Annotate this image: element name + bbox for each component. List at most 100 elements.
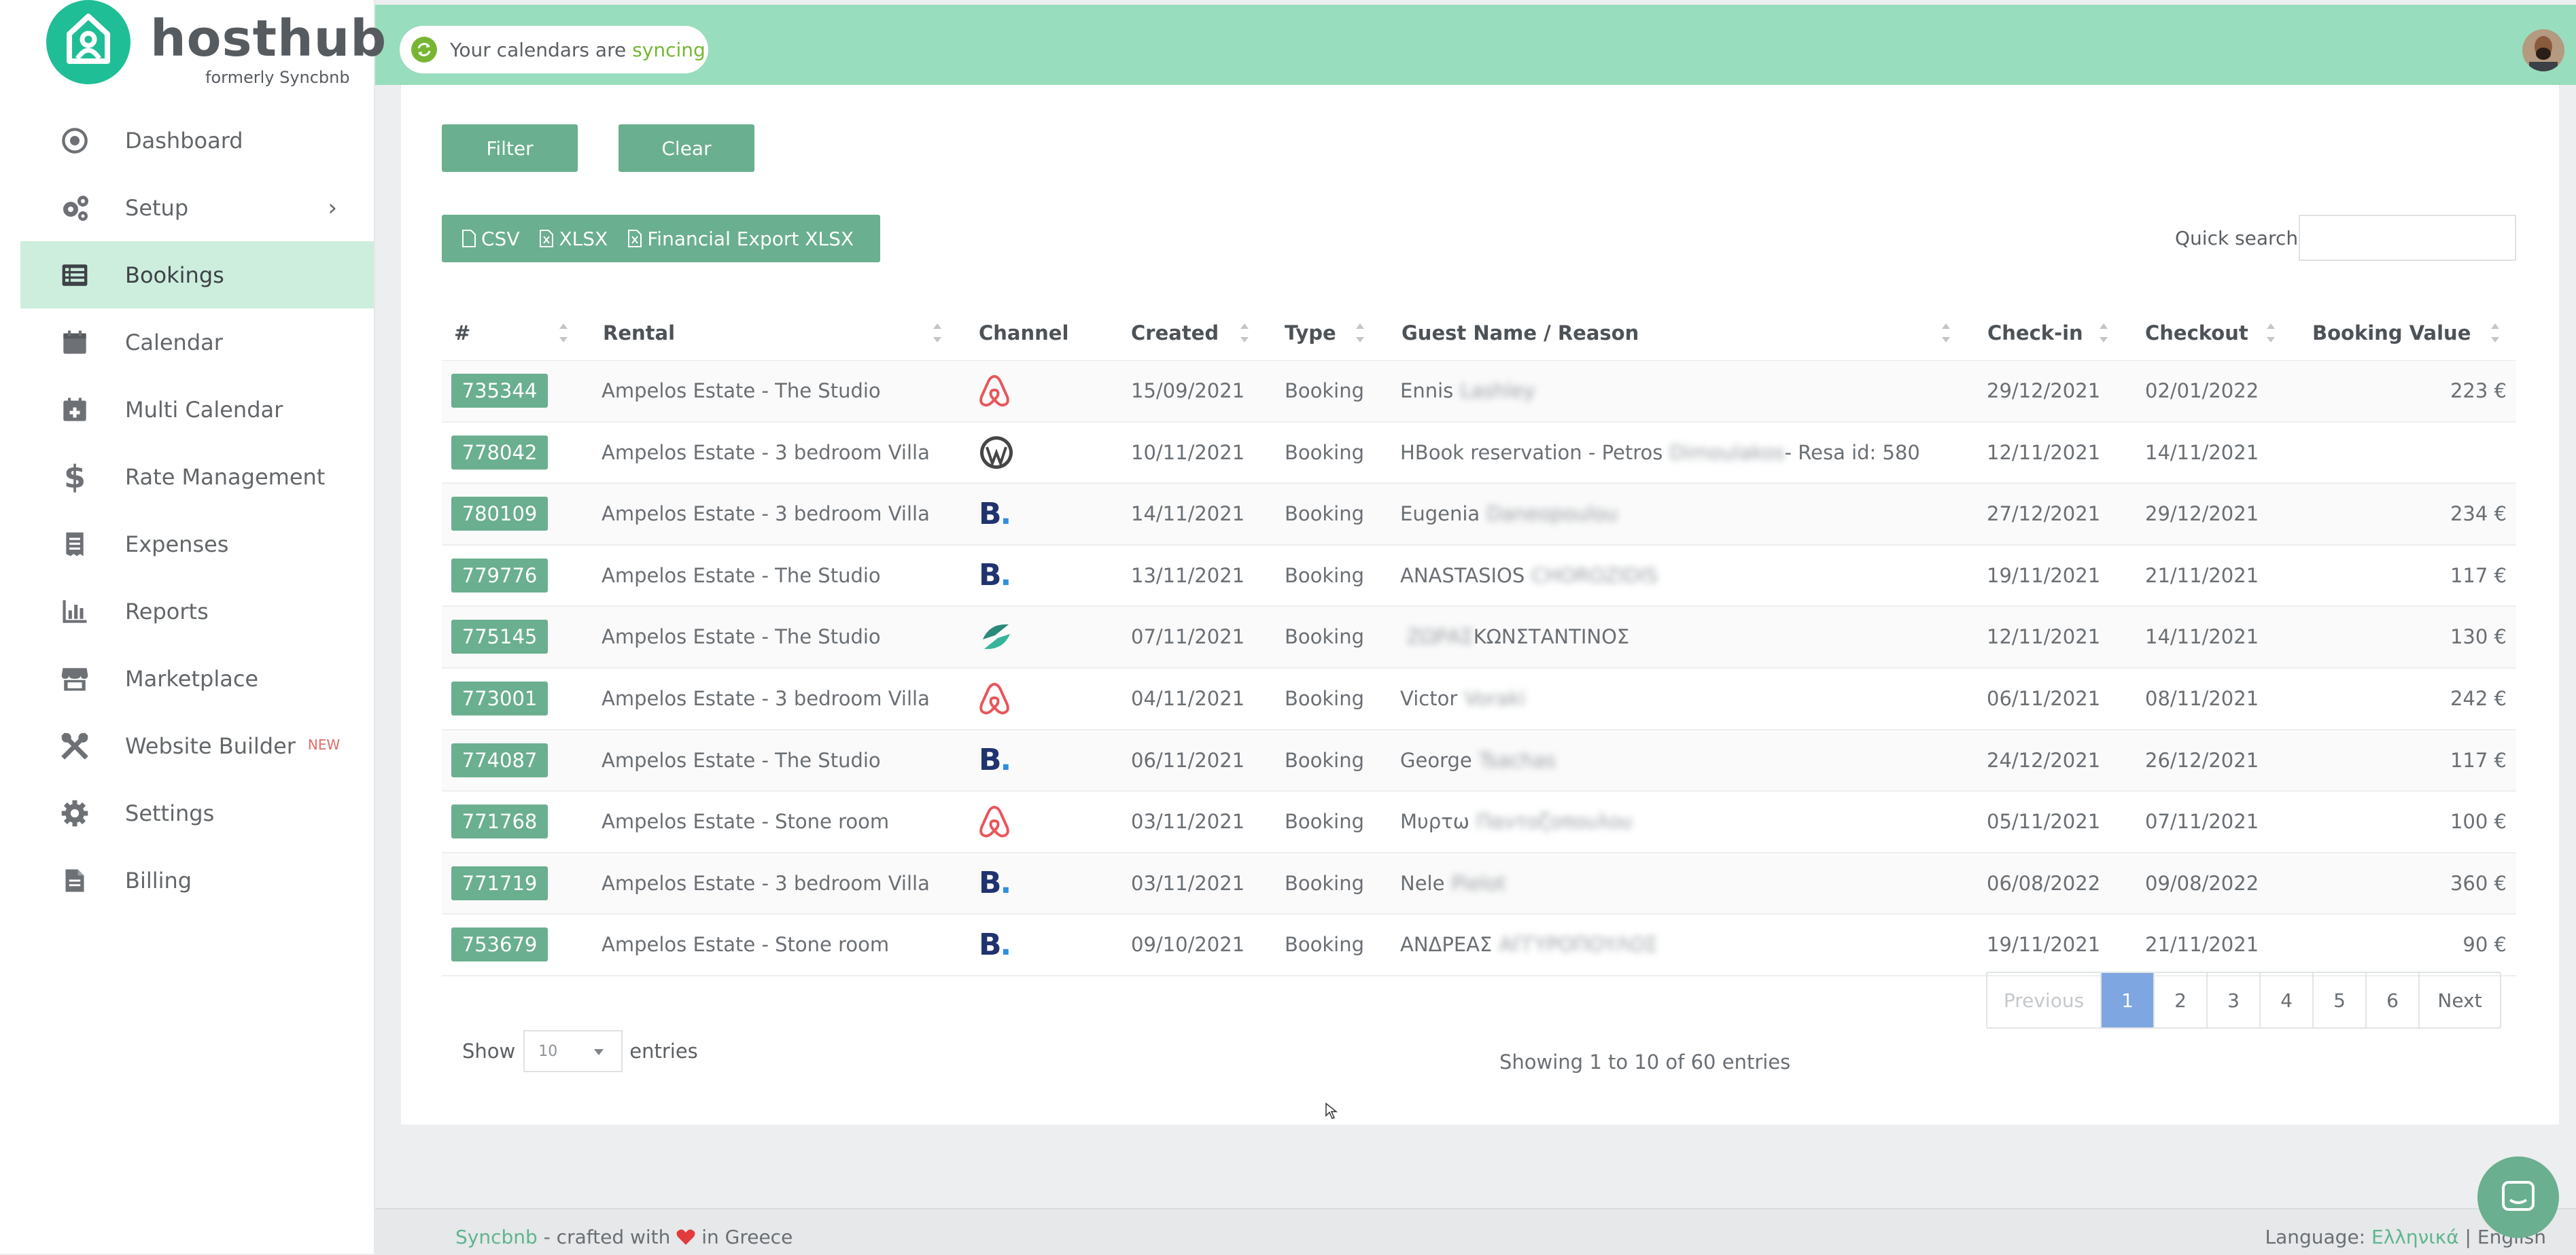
sidebar-item-settings[interactable]: Settings (20, 779, 374, 847)
store-icon (58, 662, 91, 695)
guest-suffix: ΚΩΝΣΤΑΝΤΙΝΟΣ (1473, 625, 1630, 649)
sidebar-item-multi-calendar[interactable]: Multi Calendar (20, 376, 374, 443)
column-header-checkout[interactable]: Checkout (2145, 321, 2248, 344)
table-row[interactable]: 753679 Ampelos Estate - Stone room B. 09/10… (442, 915, 2516, 976)
page-size-select[interactable]: 10 (523, 1030, 623, 1072)
pagination-next[interactable]: Next (2437, 989, 2482, 1012)
page-size-value: 10 (538, 1042, 558, 1060)
filter-button[interactable]: Filter (442, 124, 578, 172)
guest-suffix: - Resa id: 580 (1784, 440, 1920, 464)
table-row[interactable]: 779776 Ampelos Estate - The Studio B. 13/11… (442, 546, 2516, 607)
column-header-id[interactable]: # (454, 321, 471, 344)
caret-down-icon (594, 1049, 604, 1055)
cogs-icon (58, 192, 91, 224)
booking-id-badge[interactable]: 773001 (451, 681, 548, 715)
language-separator: | (2458, 1226, 2477, 1248)
pagination-page-2[interactable]: 2 (2155, 973, 2208, 1027)
language-greek-link[interactable]: Ελληνικά (2371, 1226, 2459, 1248)
sort-icon[interactable] (557, 319, 570, 347)
column-header-rental[interactable]: Rental (603, 321, 676, 344)
sync-text: Your calendars are (450, 38, 627, 61)
user-avatar[interactable] (2522, 29, 2564, 71)
pagination-page-3[interactable]: 3 (2208, 973, 2261, 1027)
sync-icon (411, 37, 437, 63)
financial-export-button[interactable]: Financial Export XLSX (628, 228, 854, 250)
pagination-previous[interactable]: Previous (1987, 973, 2102, 1027)
booking-value-cell: 117 € (2450, 748, 2507, 772)
sort-icon[interactable] (2098, 319, 2110, 347)
table-row[interactable]: 774087 Ampelos Estate - The Studio B. 06/11… (442, 730, 2516, 792)
column-header-checkin[interactable]: Check-in (1987, 321, 2083, 344)
pagination-page-6[interactable]: 6 (2367, 973, 2420, 1027)
sort-icon[interactable] (2489, 319, 2501, 347)
sidebar-item-label: Calendar (125, 329, 223, 355)
column-header-guest[interactable]: Guest Name / Reason (1402, 321, 1639, 344)
booking-id-badge[interactable]: 778042 (451, 435, 548, 470)
column-header-type[interactable]: Type (1285, 321, 1336, 344)
sidebar-item-expenses[interactable]: Expenses (20, 510, 374, 578)
sidebar-item-label: Expenses (125, 531, 229, 557)
column-header-booking-value[interactable]: Booking Value (2312, 321, 2471, 344)
sort-icon[interactable] (931, 319, 943, 347)
table-row[interactable]: 771768 Ampelos Estate - Stone room 03/11/2… (442, 792, 2516, 853)
xlsx-export-button[interactable]: XLSX (540, 228, 608, 250)
xlsx-label: XLSX (559, 227, 608, 250)
sidebar-item-bookings[interactable]: Bookings (20, 241, 374, 308)
checkin-cell: 12/11/2021 (1987, 440, 2101, 464)
dollar-icon: $ (63, 458, 86, 495)
booking-id-badge[interactable]: 779776 (451, 558, 548, 593)
export-toolbar: CSV XLSX Financial Export XLSX (442, 215, 880, 262)
sidebar-item-billing[interactable]: Billing (20, 847, 374, 914)
rental-cell: Ampelos Estate - Stone room (602, 933, 890, 957)
csv-export-button[interactable]: CSV (462, 228, 519, 250)
booking-id-cell: 778042 (451, 423, 548, 482)
table-row[interactable]: 778042 Ampelos Estate - 3 bedroom Villa 10… (442, 423, 2516, 484)
created-cell: 07/11/2021 (1131, 625, 1245, 649)
pagination-page-5[interactable]: 5 (2314, 973, 2367, 1027)
wordpress-icon (979, 423, 1014, 482)
booking-id-badge[interactable]: 774087 (451, 743, 548, 777)
chat-launcher-button[interactable] (2477, 1156, 2559, 1238)
sidebar-item-dashboard[interactable]: Dashboard (20, 107, 374, 174)
rental-cell: Ampelos Estate - The Studio (602, 563, 881, 587)
created-cell: 03/11/2021 (1131, 810, 1245, 834)
sidebar-item-website-builder[interactable]: Website Builder NEW (20, 712, 374, 779)
guest-name-hidden: ΖΩΡΑΣ (1407, 625, 1474, 649)
column-header-created[interactable]: Created (1131, 321, 1219, 344)
sort-icon[interactable] (1238, 319, 1251, 347)
table-row[interactable]: 775145 Ampelos Estate - The Studio 07/11/2… (442, 607, 2516, 669)
booking-id-badge[interactable]: 771768 (451, 805, 548, 839)
booking-id-badge[interactable]: 753679 (451, 927, 548, 962)
booking-id-badge[interactable]: 735344 (451, 374, 548, 408)
sidebar-item-calendar[interactable]: Calendar (20, 308, 374, 376)
sidebar-item-reports[interactable]: Reports (20, 578, 374, 645)
table-row[interactable]: 771719 Ampelos Estate - 3 bedroom Villa B.… (442, 853, 2516, 915)
brand-logo[interactable]: hosthub formerly Syncbnb (19, 0, 386, 92)
booking-id-badge[interactable]: 771719 (451, 866, 548, 900)
sort-icon[interactable] (1940, 319, 1952, 347)
booking-id-badge[interactable]: 775145 (451, 620, 548, 654)
type-cell: Booking (1285, 871, 1365, 895)
table-row[interactable]: 780109 Ampelos Estate - 3 bedroom Villa B.… (442, 484, 2516, 546)
sync-status-pill[interactable]: Your calendars are syncing (400, 26, 708, 73)
sort-icon[interactable] (2265, 319, 2277, 347)
sidebar-item-rate-management[interactable]: $ Rate Management (20, 443, 374, 510)
pagination-page-1[interactable]: 1 (2102, 973, 2155, 1027)
sidebar-item-label: Rate Management (125, 463, 326, 490)
footer-brand-link[interactable]: Syncbnb (455, 1226, 538, 1248)
type-cell: Booking (1285, 440, 1365, 464)
booking-id-badge[interactable]: 780109 (451, 497, 548, 531)
table-row[interactable]: 773001 Ampelos Estate - 3 bedroom Villa 04… (442, 669, 2516, 730)
sort-icon[interactable] (1354, 319, 1366, 347)
sidebar-nav: Dashboard Setup › Bookings Calendar Mu (20, 107, 374, 914)
rental-cell: Ampelos Estate - Stone room (602, 810, 890, 834)
type-cell: Booking (1285, 625, 1365, 649)
checkout-cell: 08/11/2021 (2145, 686, 2259, 710)
sidebar-item-marketplace[interactable]: Marketplace (20, 645, 374, 712)
sidebar-item-setup[interactable]: Setup › (20, 174, 374, 241)
pagination-page-4[interactable]: 4 (2261, 973, 2314, 1027)
clear-button[interactable]: Clear (619, 124, 754, 172)
checkin-cell: 24/12/2021 (1987, 748, 2101, 772)
quick-search-input[interactable] (2299, 215, 2516, 261)
table-row[interactable]: 735344 Ampelos Estate - The Studio 15/09/2… (442, 361, 2516, 423)
